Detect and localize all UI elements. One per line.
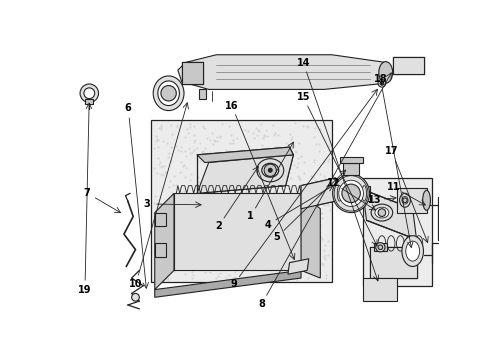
Polygon shape [301,193,320,278]
Text: 13: 13 [367,195,381,205]
Text: 15: 15 [296,92,309,102]
Polygon shape [197,147,293,163]
Ellipse shape [261,163,278,177]
Polygon shape [154,270,301,297]
Ellipse shape [422,190,429,210]
Ellipse shape [332,174,369,213]
Text: 8: 8 [258,299,265,309]
Bar [396,188,426,213]
Circle shape [84,88,95,99]
Polygon shape [362,189,416,239]
Polygon shape [301,178,335,209]
Circle shape [375,243,384,252]
Circle shape [161,86,176,101]
Text: 5: 5 [273,232,280,242]
Ellipse shape [256,159,283,182]
Text: 14: 14 [296,58,309,68]
Circle shape [80,84,99,103]
Polygon shape [174,193,301,270]
Text: 17: 17 [384,146,398,156]
Circle shape [264,164,276,176]
Polygon shape [154,193,174,289]
Bar [151,120,331,282]
Ellipse shape [268,168,272,172]
Circle shape [377,209,385,216]
Polygon shape [154,213,166,226]
Ellipse shape [374,207,388,218]
Polygon shape [178,55,393,89]
Text: 10: 10 [129,279,142,289]
Polygon shape [339,157,362,163]
Ellipse shape [370,204,392,221]
Polygon shape [335,186,369,201]
Ellipse shape [338,180,363,206]
Text: 16: 16 [224,100,238,111]
Bar [343,163,358,175]
Text: 6: 6 [124,103,131,113]
Circle shape [379,81,383,85]
Circle shape [377,80,385,87]
Text: 1: 1 [247,211,253,221]
Text: 18: 18 [373,74,386,84]
Bar [373,243,386,251]
Text: 19: 19 [78,285,92,295]
Bar [393,57,424,74]
Text: 4: 4 [264,220,270,230]
Bar [199,89,205,99]
Text: 12: 12 [326,178,340,188]
Text: 3: 3 [143,199,150,209]
Circle shape [402,198,407,203]
Ellipse shape [158,81,179,105]
Circle shape [341,184,360,203]
Ellipse shape [378,62,392,83]
Bar [369,247,416,278]
Circle shape [377,245,382,249]
Circle shape [131,293,139,301]
Bar [182,62,203,84]
Text: 2: 2 [215,221,222,231]
Polygon shape [287,259,308,274]
Ellipse shape [399,193,409,207]
Bar [362,278,396,301]
Bar [85,99,93,104]
Polygon shape [197,155,293,193]
Polygon shape [154,243,166,257]
Bar [362,178,431,286]
Ellipse shape [405,241,419,261]
Text: 9: 9 [230,279,237,289]
Ellipse shape [401,236,423,266]
Ellipse shape [153,76,183,111]
Text: 11: 11 [386,183,400,192]
Text: 7: 7 [83,188,90,198]
Ellipse shape [401,197,407,204]
